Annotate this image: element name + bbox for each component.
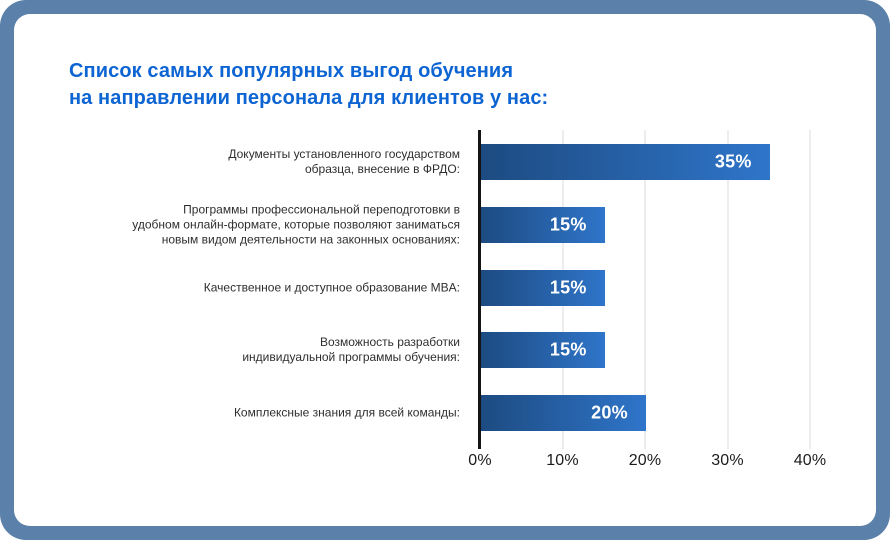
x-tick-10: 10% — [546, 452, 579, 469]
bar: 15% — [481, 332, 605, 369]
gridline-40% — [809, 130, 811, 449]
bar-category-label: Возможность разработки индивидуальной про… — [242, 335, 460, 365]
bar-category-label: Программы профессиональной переподготовк… — [132, 202, 460, 247]
bar-value-label: 15% — [549, 339, 587, 360]
y-axis-line — [478, 130, 481, 449]
x-tick-30: 30% — [711, 452, 744, 469]
bar-category-label: Качественное и доступное образование MBA… — [203, 280, 460, 294]
bar: 35% — [481, 144, 770, 180]
chart-title: Список самых популярных выгод обучения н… — [69, 58, 548, 112]
chart-title-line-1: Список самых популярных выгод обучения — [69, 60, 514, 82]
bar: 15% — [481, 206, 605, 243]
chart-title-line-2: на направлении персонала для клиентов у … — [69, 87, 549, 109]
gridline-20% — [644, 130, 646, 449]
x-tick-0: 0% — [468, 452, 492, 469]
bar: 15% — [481, 269, 605, 306]
chart-card: Список самых популярных выгод обучения н… — [14, 14, 876, 526]
x-tick-20: 20% — [628, 452, 662, 469]
bar-value-label: 35% — [714, 151, 752, 172]
bar-value-label: 15% — [549, 214, 587, 235]
bar: 20% — [481, 395, 646, 431]
bar-category-label: Комплексные знания для всей команды: — [233, 405, 460, 420]
x-tick-40: 40% — [793, 452, 827, 469]
bar-value-label: 20% — [591, 402, 628, 423]
bar-value-label: 15% — [549, 277, 587, 297]
bar-category-label: Документы установленного государством обр… — [228, 147, 460, 176]
gridline-30% — [726, 130, 729, 449]
